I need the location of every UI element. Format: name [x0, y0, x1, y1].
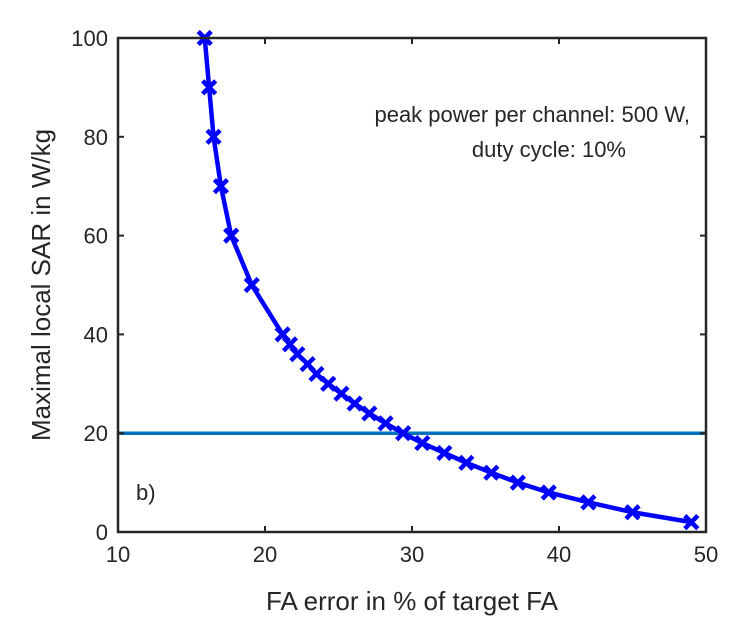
data-point-marker: [483, 464, 500, 481]
y-axis-label: Maximal local SAR in W/kg: [26, 129, 56, 441]
data-point-marker: [346, 395, 363, 412]
y-tick-label: 20: [84, 421, 108, 446]
x-tick-label: 50: [694, 542, 718, 567]
annotation-line-2: duty cycle: 10%: [472, 137, 626, 162]
data-point-marker: [243, 276, 260, 294]
y-tick-label: 40: [84, 322, 108, 347]
data-point-marker: [436, 444, 453, 462]
data-point-marker: [361, 405, 378, 422]
data-point-marker: [540, 484, 557, 501]
y-tick-label: 100: [71, 26, 108, 51]
data-point-marker: [201, 79, 218, 96]
panel-label: b): [136, 480, 156, 505]
data-point-marker: [414, 434, 431, 452]
data-point-marker: [320, 375, 337, 392]
data-point-marker: [377, 415, 394, 432]
y-tick-label: 80: [84, 125, 108, 150]
x-tick-label: 20: [253, 542, 277, 567]
data-point-marker: [683, 514, 700, 531]
data-point-marker: [333, 385, 350, 402]
data-point-marker: [205, 128, 222, 145]
y-tick-label: 60: [84, 224, 108, 249]
x-tick-label: 40: [547, 542, 571, 567]
data-point-marker: [223, 227, 240, 244]
y-tick-label: 0: [96, 520, 108, 545]
x-axis-label: FA error in % of target FA: [266, 586, 559, 616]
data-point-marker: [580, 494, 597, 511]
data-point-marker: [458, 454, 475, 471]
data-point-marker: [509, 474, 526, 491]
x-tick-label: 10: [106, 542, 130, 567]
x-tick-label: 30: [400, 542, 424, 567]
data-point-marker: [212, 178, 229, 195]
data-point-marker: [624, 504, 641, 521]
annotation-line-1: peak power per channel: 500 W,: [374, 102, 690, 127]
data-point-marker: [395, 425, 412, 442]
